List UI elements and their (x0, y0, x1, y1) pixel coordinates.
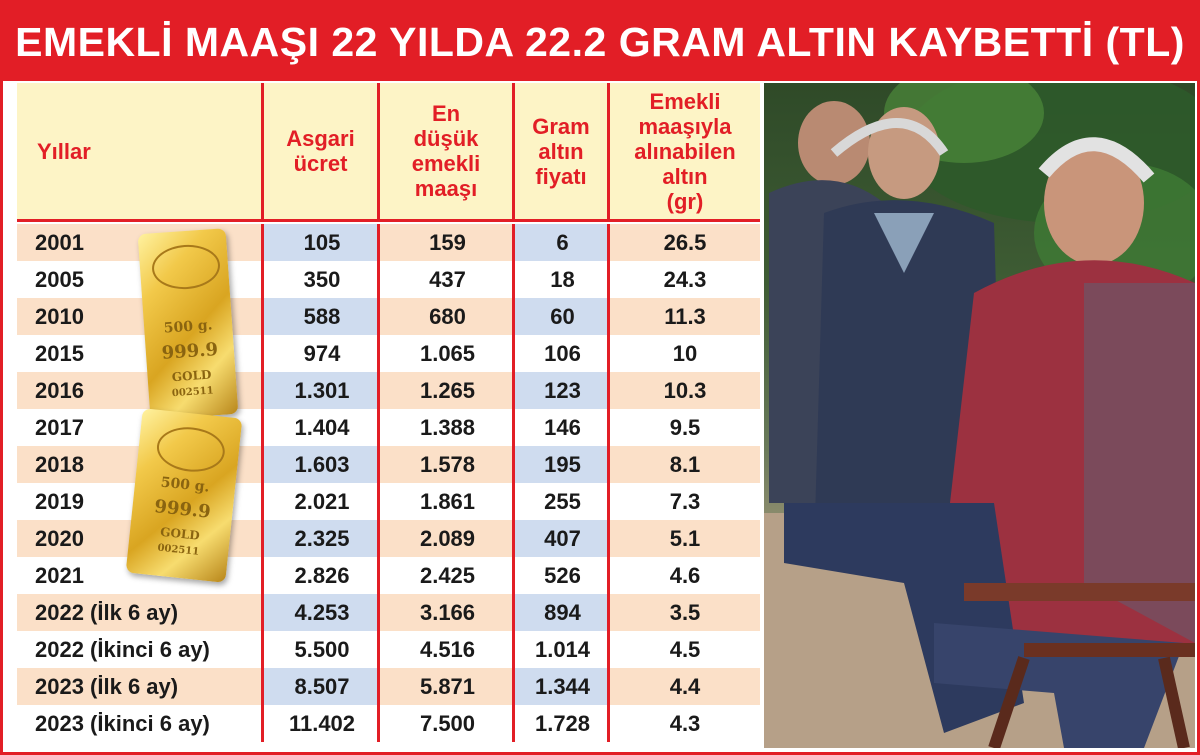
cell-min_pension: 1.065 (380, 335, 515, 372)
column-header-min_pension: En düşük emekli maaşı (380, 83, 515, 219)
cell-gold_price: 123 (515, 372, 610, 409)
table-row: 2023 (İlk 6 ay) 8.507 5.871 1.344 4.4 (17, 668, 760, 705)
data-table: Yıllar Asgari ücret En düşük emekli maaşı Gram a… (17, 83, 760, 748)
cell-gold_price: 255 (515, 483, 610, 520)
elderly-men-on-bench-photo (764, 83, 1195, 748)
cell-min_pension: 3.166 (380, 594, 515, 631)
column-divider (261, 224, 264, 742)
cell-min_pension: 1.388 (380, 409, 515, 446)
cell-gold_grams: 26.5 (610, 224, 760, 261)
cell-min_pension: 680 (380, 298, 515, 335)
header-divider (17, 219, 760, 222)
gold-bar-seal (150, 242, 222, 292)
cell-gold_grams: 11.3 (610, 298, 760, 335)
gold-bar-icon: 500 g. 999.9 GOLD 002511 (137, 228, 239, 420)
cell-min_wage: 1.301 (264, 372, 380, 409)
cell-gold_price: 146 (515, 409, 610, 446)
title-bar: EMEKLİ MAAŞI 22 YILDA 22.2 GRAM ALTIN KA… (3, 3, 1197, 81)
column-header-min_wage: Asgari ücret (264, 83, 380, 219)
cell-gold_price: 195 (515, 446, 610, 483)
cell-gold_price: 894 (515, 594, 610, 631)
table-row: 2016 1.301 1.265 123 10.3 (17, 372, 760, 409)
cell-min_wage: 974 (264, 335, 380, 372)
table-row: 2010 588 680 60 11.3 (17, 298, 760, 335)
cell-gold_price: 106 (515, 335, 610, 372)
cell-min_pension: 437 (380, 261, 515, 298)
gold-bar-seal (154, 424, 227, 475)
cell-year: 2022 (İkinci 6 ay) (17, 631, 264, 668)
column-divider (607, 224, 610, 742)
table-row: 2022 (İkinci 6 ay) 5.500 4.516 1.014 4.5 (17, 631, 760, 668)
column-divider (512, 224, 515, 742)
cell-min_pension: 159 (380, 224, 515, 261)
cell-min_wage: 588 (264, 298, 380, 335)
column-divider (377, 224, 380, 742)
cell-gold_price: 526 (515, 557, 610, 594)
cell-min_pension: 2.089 (380, 520, 515, 557)
cell-gold_price: 1.014 (515, 631, 610, 668)
cell-gold_grams: 4.5 (610, 631, 760, 668)
gold-bar-icon: 500 g. 999.9 GOLD 002511 (125, 408, 243, 583)
cell-min_wage: 2.826 (264, 557, 380, 594)
cell-min_pension: 1.861 (380, 483, 515, 520)
cell-gold_grams: 4.3 (610, 705, 760, 742)
cell-gold_grams: 10.3 (610, 372, 760, 409)
gold-bar-purity: 999.9 (161, 338, 219, 364)
gold-bar-weight: 500 g. (163, 317, 214, 337)
cell-gold_grams: 7.3 (610, 483, 760, 520)
gold-bar-serial: 002511 (171, 385, 214, 400)
cell-min_wage: 2.021 (264, 483, 380, 520)
column-header-gold_grams: Emekli maaşıyla alınabilen altın (gr) (610, 83, 760, 219)
gold-bar-weight: 500 g. (160, 474, 211, 496)
table-row: 2017 1.404 1.388 146 9.5 (17, 409, 760, 446)
cell-gold_grams: 5.1 (610, 520, 760, 557)
table-row: 2015 974 1.065 106 10 (17, 335, 760, 372)
cell-gold_price: 1.728 (515, 705, 610, 742)
cell-gold_grams: 24.3 (610, 261, 760, 298)
cell-year: 2022 (İlk 6 ay) (17, 594, 264, 631)
cell-gold_grams: 3.5 (610, 594, 760, 631)
table-row: 2005 350 437 18 24.3 (17, 261, 760, 298)
cell-min_wage: 1.404 (264, 409, 380, 446)
cell-gold_grams: 9.5 (610, 409, 760, 446)
cell-gold_grams: 4.4 (610, 668, 760, 705)
cell-gold_price: 1.344 (515, 668, 610, 705)
cell-min_wage: 11.402 (264, 705, 380, 742)
cell-min_pension: 1.578 (380, 446, 515, 483)
table-row: 2019 2.021 1.861 255 7.3 (17, 483, 760, 520)
cell-min_pension: 5.871 (380, 668, 515, 705)
cell-year: 2023 (İlk 6 ay) (17, 668, 264, 705)
cell-min_pension: 1.265 (380, 372, 515, 409)
cell-gold_grams: 8.1 (610, 446, 760, 483)
cell-min_wage: 4.253 (264, 594, 380, 631)
infographic-title: EMEKLİ MAAŞI 22 YILDA 22.2 GRAM ALTIN KA… (15, 18, 1185, 65)
cell-gold_price: 6 (515, 224, 610, 261)
cell-min_wage: 1.603 (264, 446, 380, 483)
gold-bar-purity: 999.9 (153, 496, 212, 523)
cell-min_wage: 105 (264, 224, 380, 261)
cell-min_wage: 350 (264, 261, 380, 298)
cell-gold_price: 407 (515, 520, 610, 557)
photo-illustration (764, 83, 1195, 748)
cell-year: 2023 (İkinci 6 ay) (17, 705, 264, 742)
cell-gold_price: 18 (515, 261, 610, 298)
cell-gold_price: 60 (515, 298, 610, 335)
table-row: 2018 1.603 1.578 195 8.1 (17, 446, 760, 483)
cell-gold_grams: 10 (610, 335, 760, 372)
table-row: 2001 105 159 6 26.5 (17, 224, 760, 261)
table-header: Yıllar Asgari ücret En düşük emekli maaşı Gram a… (17, 83, 760, 219)
cell-min_wage: 8.507 (264, 668, 380, 705)
cell-gold_grams: 4.6 (610, 557, 760, 594)
cell-min_pension: 2.425 (380, 557, 515, 594)
column-header-year: Yıllar (17, 83, 264, 219)
gold-bar-label: GOLD (171, 367, 212, 385)
cell-min_wage: 5.500 (264, 631, 380, 668)
cell-min_pension: 4.516 (380, 631, 515, 668)
column-header-gold_price: Gram altın fiyatı (515, 83, 610, 219)
table-row: 2022 (İlk 6 ay) 4.253 3.166 894 3.5 (17, 594, 760, 631)
table-row: 2023 (İkinci 6 ay) 11.402 7.500 1.728 4.3 (17, 705, 760, 742)
cell-min_wage: 2.325 (264, 520, 380, 557)
cell-min_pension: 7.500 (380, 705, 515, 742)
